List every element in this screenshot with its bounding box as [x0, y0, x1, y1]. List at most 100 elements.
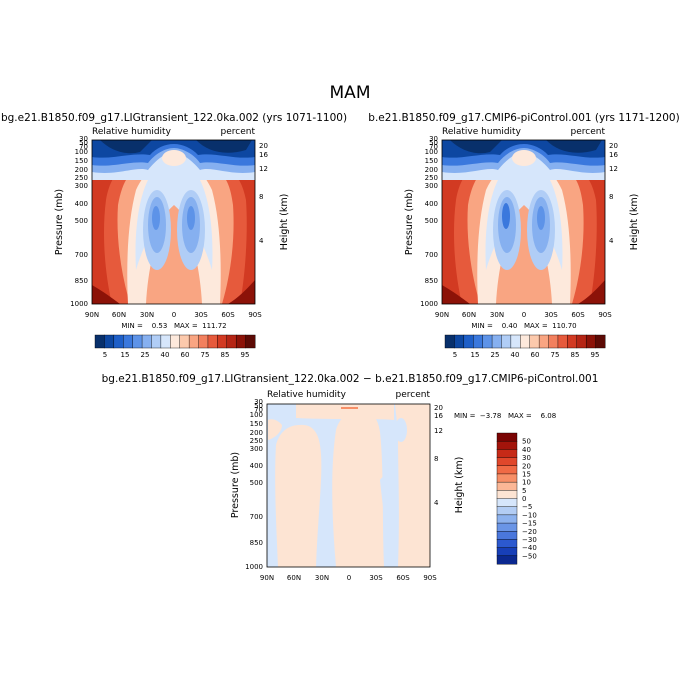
colorbar-swatch	[576, 334, 587, 349]
x-tick-label: 60N	[112, 311, 126, 319]
axis-ticks: 1000 850 700 500 400 300 250 200 150 100…	[245, 398, 443, 582]
colorbar-label: 60	[181, 351, 190, 359]
y-tick-label: 100	[425, 148, 438, 156]
units-label: percent	[221, 127, 256, 137]
units-label: percent	[571, 127, 606, 137]
x-axis: 90N 60N 30N 0 30S 60S 90S	[435, 311, 612, 319]
colorbar-swatch	[496, 514, 518, 524]
panel-title: bg.e21.B1850.f09_g17.LIGtransient_122.0k…	[102, 373, 599, 385]
x-tick-label: 90N	[85, 311, 99, 319]
colorbar-swatch	[496, 449, 518, 458]
y-tick-label: 100	[250, 411, 263, 419]
y-tick-label: 200	[250, 429, 263, 437]
y-tick-label: 150	[250, 420, 263, 428]
y-tick-label: 250	[75, 174, 88, 182]
colorbar-swatch	[496, 531, 518, 540]
y-right-tick-label: 12	[434, 427, 443, 435]
colorbar-swatch	[104, 334, 115, 349]
colorbar-swatch	[529, 334, 540, 349]
colorbar-label: 85	[221, 351, 230, 359]
field-label: Relative humidity	[92, 127, 172, 137]
y-tick-label: 150	[425, 157, 438, 165]
axis-ticks: 1000 850 700 500 400 300 250 200 150 100…	[420, 135, 618, 319]
colorbar-label: −15	[522, 520, 537, 528]
colorbar-label: 95	[591, 351, 600, 359]
colorbar-swatch	[585, 334, 596, 349]
colorbar-swatch	[496, 473, 518, 483]
colorbar-swatch	[235, 334, 246, 349]
colorbar-label: 75	[551, 351, 560, 359]
y-axis-right: 4 8 12 16 20	[609, 142, 618, 245]
contour-field	[442, 140, 605, 304]
y-axis-left: 1000 850 700 500 400 300 250 200 150 100…	[245, 398, 263, 571]
colorbar-swatch	[444, 334, 455, 349]
y-right-tick-label: 16	[434, 412, 443, 420]
panel-picontrol: b.e21.B1850.f09_g17.CMIP6-piControl.001 …	[368, 112, 679, 359]
colorbar-swatch	[501, 334, 512, 349]
y-axis-right-title: Height (km)	[454, 457, 465, 514]
y-tick-label: 400	[250, 462, 263, 470]
colorbar-label: 40	[161, 351, 170, 359]
colorbar-label: 85	[571, 351, 580, 359]
colorbar-swatch	[496, 465, 518, 475]
field-label: Relative humidity	[267, 390, 347, 400]
y-axis-right: 4 8 12 16 20	[259, 142, 268, 245]
y-tick-label: 500	[75, 217, 88, 225]
field-label: Relative humidity	[442, 127, 522, 137]
colorbar-swatch	[473, 334, 484, 349]
colorbar-swatch	[496, 440, 518, 450]
panel-difference: bg.e21.B1850.f09_g17.LIGtransient_122.0k…	[102, 373, 599, 582]
colorbar-swatch	[170, 334, 181, 349]
colorbar-label: 5	[522, 487, 526, 495]
colorbar-swatch	[496, 432, 518, 442]
x-tick-label: 60S	[221, 311, 235, 319]
y-right-tick-label: 8	[434, 455, 438, 463]
colorbar-swatch	[496, 490, 518, 499]
y-tick-label: 30	[79, 135, 88, 143]
colorbar-swatch	[496, 539, 518, 549]
y-tick-label: 300	[425, 182, 438, 190]
x-tick-label: 30S	[369, 574, 383, 582]
y-tick-label: 700	[250, 513, 263, 521]
colorbar-swatch	[482, 334, 493, 349]
colorbar-label: −40	[522, 544, 537, 552]
y-tick-label: 70	[429, 143, 438, 151]
colorbar-label: 10	[522, 479, 531, 487]
x-tick-label: 60S	[571, 311, 585, 319]
x-tick-label: 30N	[490, 311, 504, 319]
colorbar-label: 40	[511, 351, 520, 359]
y-axis-title: Pressure (mb)	[54, 189, 65, 255]
y-tick-label: 700	[75, 251, 88, 259]
y-tick-label: 200	[425, 166, 438, 174]
y-tick-label: 150	[75, 157, 88, 165]
colorbar-swatch	[245, 334, 256, 349]
colorbar-swatch	[496, 457, 518, 467]
colorbar-label: −10	[522, 511, 537, 519]
colorbar-swatch	[496, 498, 518, 508]
colorbar-swatch	[226, 334, 237, 349]
x-tick-label: 60N	[462, 311, 476, 319]
y-axis-right-title: Height (km)	[279, 194, 290, 251]
colorbar-label: 25	[141, 351, 150, 359]
colorbar-swatch	[141, 334, 152, 349]
y-tick-label: 400	[425, 200, 438, 208]
x-axis: 90N 60N 30N 0 30S 60S 90S	[85, 311, 262, 319]
y-right-tick-label: 4	[609, 237, 614, 245]
y-right-tick-label: 16	[609, 151, 618, 159]
panel-title: bg.e21.B1850.f09_g17.LIGtransient_122.0k…	[1, 112, 347, 124]
units-label: percent	[396, 390, 431, 400]
y-tick-label: 1000	[420, 300, 438, 308]
x-tick-label: 30S	[194, 311, 208, 319]
colorbar-swatch	[188, 334, 199, 349]
x-tick-label: 60N	[287, 574, 301, 582]
y-tick-label: 300	[250, 445, 263, 453]
colorbar-swatch	[557, 334, 568, 349]
y-right-tick-label: 4	[434, 499, 439, 507]
colorbar-label: −30	[522, 536, 537, 544]
y-tick-label: 1000	[70, 300, 88, 308]
y-tick-label: 50	[429, 139, 438, 147]
x-tick-label: 90N	[435, 311, 449, 319]
y-tick-label: 100	[75, 148, 88, 156]
colorbar-swatch	[567, 334, 578, 349]
x-axis: 90N 60N 30N 0 30S 60S 90S	[260, 574, 437, 582]
